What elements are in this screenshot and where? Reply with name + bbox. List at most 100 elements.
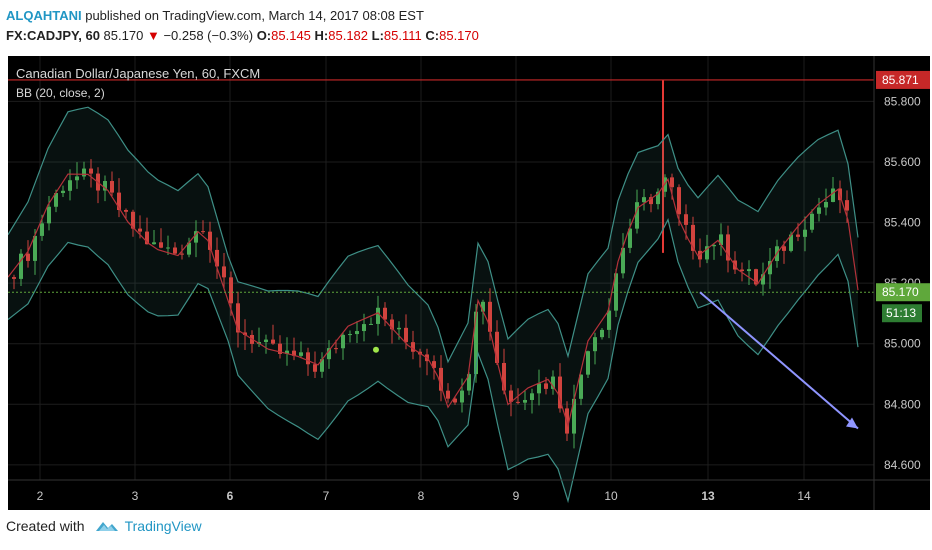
brand-name: TradingView (124, 518, 202, 534)
low-label: L: (371, 28, 384, 43)
candle-body (404, 327, 408, 343)
candle-body (285, 350, 289, 354)
candle-body (432, 361, 436, 368)
candle-body (166, 247, 170, 249)
candle-body (61, 190, 65, 194)
candle-body (572, 398, 576, 434)
candle-body (222, 266, 226, 278)
time-axis: 2 3 6 7 8 9 10 13 14 (8, 479, 930, 503)
x-tick-label: 6 (227, 489, 234, 503)
candle-body (446, 390, 450, 399)
candle-body (33, 235, 37, 261)
x-tick-label: 2 (37, 489, 44, 503)
candle-body (705, 246, 709, 260)
x-tick-label: 13 (701, 489, 715, 503)
high-marker-label: 85.871 (882, 73, 919, 87)
high-marker-badge (876, 70, 930, 89)
indicator-label[interactable]: BB (20, close, 2) (16, 86, 105, 100)
candle-body (215, 249, 219, 267)
candle-body (796, 234, 800, 237)
price-chart[interactable]: 85.80085.60085.40085.20085.00084.80084.6… (8, 56, 930, 510)
candle-body (47, 206, 51, 224)
candle-body (54, 193, 58, 207)
quote-row: FX:CADJPY, 60 85.170 ▼ −0.258 (−0.3%) O:… (6, 26, 479, 46)
high-label: H: (314, 28, 329, 43)
y-tick-label: 85.800 (884, 94, 921, 108)
candle-body (236, 303, 240, 333)
bb-basis-line (8, 173, 859, 428)
candle-body (747, 269, 751, 272)
candle-body (306, 352, 310, 365)
down-arrow-icon: ▼ (146, 28, 160, 43)
candle-body (229, 277, 233, 304)
publish-header: ALQAHTANI published on TradingView.com, … (6, 6, 479, 46)
candle-body (516, 401, 520, 403)
candle-body (264, 339, 268, 343)
x-tick-label: 8 (418, 489, 425, 503)
candle-body (453, 398, 457, 403)
candle-body (831, 188, 835, 202)
close-value: 85.170 (439, 28, 479, 43)
candle-body (341, 334, 345, 349)
candle-body (376, 307, 380, 324)
candle-body (628, 228, 632, 248)
chart-panel[interactable]: 85.800 85.600 85.400 85.200 85.000 84.800 84.6… (8, 56, 930, 510)
candle-body (348, 334, 352, 336)
candle-body (390, 319, 394, 330)
candle-body (761, 274, 765, 285)
candle-body (593, 337, 597, 352)
candle-body (152, 242, 156, 245)
candle-body (656, 191, 660, 205)
y-tick-label: 85.000 (884, 337, 921, 351)
price-axis: 85.80085.60085.40085.20085.00084.80084.6… (873, 56, 930, 510)
candle-body (271, 339, 275, 344)
created-with-label: Created with (6, 518, 85, 534)
candle-body (439, 367, 443, 391)
candle-body (292, 350, 296, 356)
candle-body (117, 192, 121, 211)
candle-body (488, 301, 492, 332)
candle-body (810, 213, 814, 230)
candle-body (334, 348, 338, 350)
candle-body (110, 181, 114, 193)
author-name[interactable]: ALQAHTANI (6, 8, 82, 23)
candle-body (670, 177, 674, 188)
y-tick-label: 85.600 (884, 155, 921, 169)
countdown-label: 51:13 (886, 306, 916, 320)
candle-body (159, 242, 163, 248)
candle-body (138, 228, 142, 232)
candle-body (40, 223, 44, 236)
chart-title: Canadian Dollar/Japanese Yen, 60, FXCM (16, 66, 261, 81)
y-tick-label: 84.600 (884, 458, 921, 472)
candle-body (544, 383, 548, 389)
candle-body (509, 390, 513, 402)
y-tick-label: 84.800 (884, 397, 921, 411)
candle-body (208, 231, 212, 250)
candle-body (313, 364, 317, 372)
candle-body (768, 261, 772, 275)
price-change: −0.258 (−0.3%) (163, 28, 254, 43)
candle-body (754, 269, 758, 285)
candle-body (845, 200, 849, 211)
candle-body (355, 331, 359, 335)
close-label: C: (425, 28, 440, 43)
open-value: 85.145 (271, 28, 311, 43)
publish-info: published on TradingView.com, March 14, … (85, 8, 424, 23)
candle-body (677, 187, 681, 215)
candle-body (474, 311, 478, 375)
candle-body (649, 197, 653, 205)
tradingview-brand[interactable]: TradingView (95, 518, 202, 534)
low-value: 85.111 (383, 28, 422, 43)
candle-body (726, 234, 730, 261)
candle-body (103, 181, 107, 191)
candle-body (803, 229, 807, 237)
candle-body (320, 359, 324, 372)
candle-body (523, 399, 527, 403)
bb-upper-line (8, 106, 859, 364)
bb-lower-line (8, 217, 859, 504)
candle-body (362, 324, 366, 332)
x-tick-label: 7 (323, 489, 330, 503)
candle-body (397, 327, 401, 330)
candle-body (607, 310, 611, 330)
candle-body (187, 242, 191, 255)
